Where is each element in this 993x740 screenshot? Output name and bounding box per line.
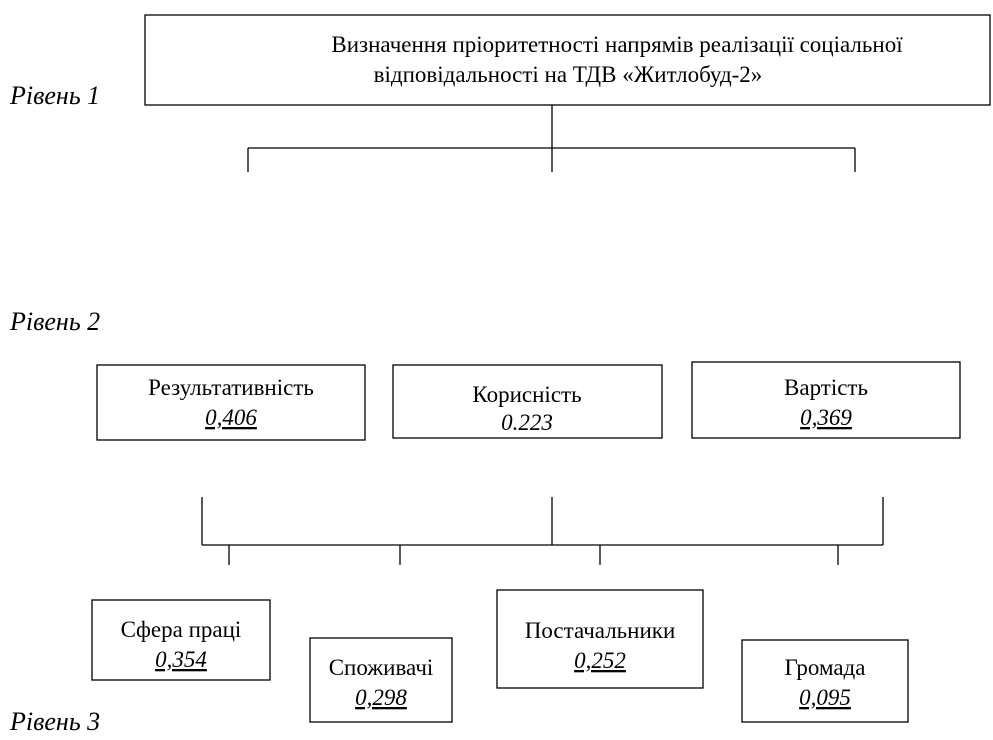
alternative-label: Громада [785,655,866,680]
criterion-box [392,364,663,439]
alternative-label: Споживачі [329,655,434,680]
level-label: Рівень 2 [9,307,100,336]
alternative-label: Постачальники [525,618,676,643]
alternative-weight: 0,298 [355,685,407,710]
alternative-weight: 0,354 [155,647,207,672]
level-label: Рівень 3 [9,707,100,736]
goal-box [144,14,991,106]
criterion-label: Корисність [472,382,581,407]
criterion-weight: 0.223 [501,410,553,435]
alternative-box [91,599,271,681]
criterion-weight: 0,406 [205,405,257,430]
alternative-weight: 0,095 [799,685,851,710]
alternative-box [741,639,909,723]
level-label: Рівень 1 [9,81,100,110]
goal-text: відповідальності на ТДВ «Житлобуд-2» [374,62,763,87]
alternative-weight: 0,252 [574,648,626,673]
criterion-weight: 0,369 [800,405,852,430]
goal-text: Визначення пріоритетності напрямів реалі… [331,32,903,57]
alternative-box [309,637,453,723]
criterion-box [96,364,366,441]
criterion-label: Результативність [148,375,314,400]
alternative-box [496,589,704,689]
criterion-box [691,361,961,439]
alternative-label: Сфера праці [121,617,242,642]
criterion-label: Вартість [784,375,868,400]
connector [201,105,884,565]
